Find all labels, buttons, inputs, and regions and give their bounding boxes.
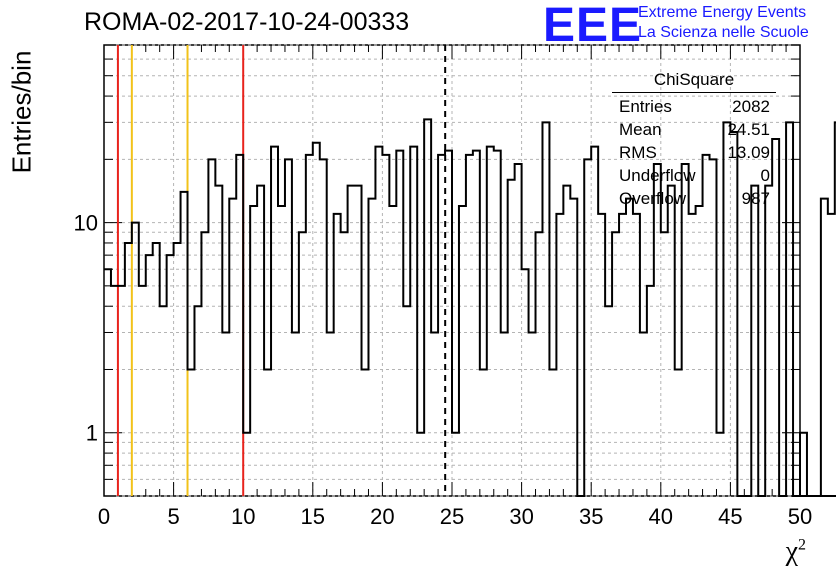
stats-value: 987: [741, 189, 770, 208]
x-tick-label: 35: [579, 504, 603, 529]
x-tick-label: 50: [788, 504, 812, 529]
stats-box: ChiSquare Entries 2082 Mean 24.51 RMS 13.09…: [612, 70, 776, 210]
x-tick-label: 15: [301, 504, 325, 529]
stats-label: Entries: [619, 97, 672, 116]
y-tick-label: 1: [86, 421, 98, 446]
x-axis-label: χ2: [786, 536, 806, 568]
x-axis-label-text: χ: [785, 536, 798, 567]
x-axis-label-sup: 2: [798, 536, 806, 554]
x-tick-label: 10: [231, 504, 255, 529]
x-tick-label: 0: [98, 504, 110, 529]
stats-label: Mean: [619, 120, 662, 139]
stats-label: Underflow: [619, 166, 696, 185]
stats-row: Entries 2082: [612, 95, 776, 118]
x-tick-label: 40: [649, 504, 673, 529]
y-axis-label: Entries/bin: [6, 50, 37, 174]
stats-row: Underflow 0: [612, 164, 776, 187]
x-tick-label: 25: [440, 504, 464, 529]
tick-labels: 0 5 10 15 20 25 30 35 40 45 50 1 10: [74, 211, 813, 529]
stats-label: RMS: [619, 143, 657, 162]
logo-line-2: La Scienza nelle Scuole: [638, 24, 809, 41]
stats-value: 24.51: [727, 120, 770, 139]
chart-title: ROMA-02-2017-10-24-00333: [84, 8, 410, 36]
x-tick-label: 45: [718, 504, 742, 529]
logo-line-1: Extreme Energy Events: [638, 4, 807, 21]
stats-title: ChiSquare: [612, 70, 776, 93]
x-tick-label: 20: [370, 504, 394, 529]
stats-value: 13.09: [727, 143, 770, 162]
eee-logo: EEE: [543, 0, 643, 52]
stats-row: RMS 13.09: [612, 141, 776, 164]
stats-value: 0: [760, 166, 770, 185]
stats-row: Overflow 987: [612, 187, 776, 210]
stats-label: Overflow: [619, 189, 687, 208]
stats-row: Mean 24.51: [612, 118, 776, 141]
x-tick-label: 5: [167, 504, 179, 529]
x-tick-label: 30: [509, 504, 533, 529]
histogram-outline: [104, 118, 836, 497]
stats-value: 2082: [732, 97, 770, 116]
y-tick-label: 10: [74, 211, 98, 236]
